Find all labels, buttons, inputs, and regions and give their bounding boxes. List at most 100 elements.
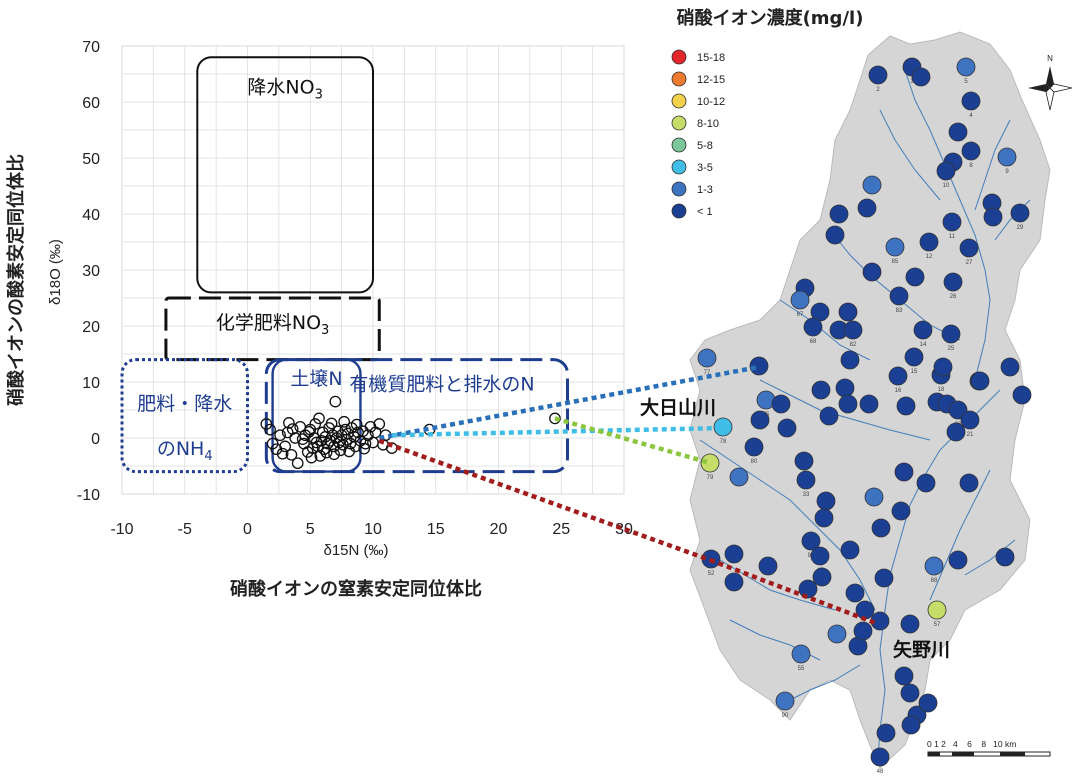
station-id: 29: [1017, 225, 1024, 231]
sampling-station: [894, 666, 914, 686]
station-id: 82: [850, 342, 857, 348]
region-label-nh4: 肥料・降水: [137, 393, 232, 415]
stream: [974, 119, 1011, 211]
x-tick-label: 10: [364, 521, 382, 538]
scatter-point: [373, 418, 386, 430]
sampling-station: [900, 683, 920, 703]
scatter-point: [286, 423, 299, 435]
station-id: 48: [877, 769, 884, 775]
sampling-station: [829, 204, 849, 224]
sampling-station: [810, 546, 830, 566]
sampling-station: [791, 644, 811, 664]
river-label-dainichiyama: 大日山川: [640, 396, 716, 419]
sampling-station: [812, 567, 832, 587]
legend-label: 15-18: [697, 52, 725, 64]
stream: [929, 469, 991, 601]
y-tick-label: 40: [82, 207, 100, 224]
river-basin-map: 2354810911292885122783266782681425771615…: [689, 31, 1051, 775]
scatter-point: [303, 425, 315, 438]
y-tick-label: 20: [82, 319, 100, 336]
sampling-station: [946, 422, 966, 442]
station-id: 11: [949, 234, 956, 240]
sampling-station: [961, 91, 981, 111]
sampling-station: [970, 371, 990, 391]
sampling-station: [845, 583, 865, 603]
y-tick-label: 60: [82, 95, 100, 112]
station-id: 12: [926, 254, 933, 260]
region-nh4: [120, 358, 249, 474]
scatter-point: [350, 418, 363, 431]
sampling-station: [919, 232, 939, 252]
sampling-station: [838, 302, 858, 322]
sampling-station: [790, 290, 810, 310]
sampling-station: [896, 396, 916, 416]
sampling-station: [771, 394, 791, 414]
legend-label: 1-3: [697, 184, 713, 196]
scale-bar-label: 0 1 2 4 6 8 10 km: [927, 739, 1016, 749]
scatter-point: [320, 446, 333, 459]
station-id: 4: [969, 113, 973, 119]
sampling-station: [700, 453, 720, 473]
station-id: 52: [708, 571, 715, 577]
station-id: 79: [707, 475, 714, 481]
connector-lines: [378, 364, 879, 627]
sampling-station: [885, 237, 905, 257]
svg-text:N: N: [1047, 54, 1053, 63]
sampling-station: [859, 394, 879, 414]
sampling-station: [900, 614, 920, 634]
legend-label: 5-8: [697, 140, 713, 152]
region-label-org: 有機質肥料と排水のN: [349, 373, 534, 395]
stream: [699, 439, 876, 611]
sampling-station: [862, 262, 882, 282]
y-tick-label: 30: [82, 263, 100, 280]
sampling-station: [941, 324, 961, 344]
sampling-station: [811, 380, 831, 400]
x-axis-title: 硝酸イオンの窒素安定同位体比: [230, 578, 482, 600]
station-id: 2: [876, 87, 880, 93]
sampling-station: [983, 207, 1003, 227]
region-label-nh4b: のNH4: [157, 438, 213, 464]
stream: [789, 664, 861, 701]
region-org: [264, 358, 570, 474]
station-id: 3: [910, 79, 914, 85]
sampling-station: [1012, 385, 1032, 405]
station-id: 77: [704, 370, 711, 376]
sampling-station: [891, 501, 911, 521]
scale-bar: 0 1 2 4 6 8 10 km: [927, 739, 1051, 757]
region-chem: [164, 296, 381, 362]
station-id: 21: [967, 432, 974, 438]
station-id: 8: [969, 163, 973, 169]
sampling-station: [995, 547, 1015, 567]
sampling-station: [724, 544, 744, 564]
sampling-station: [825, 225, 845, 245]
legend-label: < 1: [697, 206, 713, 218]
sampling-station: [853, 621, 873, 641]
scatter-point: [264, 423, 276, 436]
sampling-station: [1010, 203, 1030, 223]
sampling-station: [758, 556, 778, 576]
scatter-point: [314, 450, 327, 462]
y-tick-label: 70: [82, 39, 100, 56]
legend-label: 3-5: [697, 162, 713, 174]
legend-swatch: [671, 181, 687, 197]
stream: [829, 229, 961, 341]
scatter-point: [329, 395, 342, 408]
sampling-station: [749, 356, 769, 376]
sampling-station: [874, 568, 894, 588]
legend-swatch: [671, 115, 687, 131]
station-id: 33: [803, 492, 810, 498]
y-axis-title: 硝酸イオンの酸素安定同位体比: [5, 154, 27, 406]
x-tick-label: 30: [615, 521, 633, 538]
region-label-soil: 土壌N: [290, 368, 342, 390]
sampling-station: [924, 556, 944, 576]
sampling-station: [960, 410, 980, 430]
station-id: 16: [895, 388, 902, 394]
sampling-station: [713, 417, 733, 437]
connector-line: [709, 557, 879, 627]
sampling-station: [901, 715, 921, 735]
station-id: 18: [938, 387, 945, 393]
scatter-point: [315, 434, 328, 447]
legend-swatch: [671, 137, 687, 153]
sampling-station: [777, 418, 797, 438]
